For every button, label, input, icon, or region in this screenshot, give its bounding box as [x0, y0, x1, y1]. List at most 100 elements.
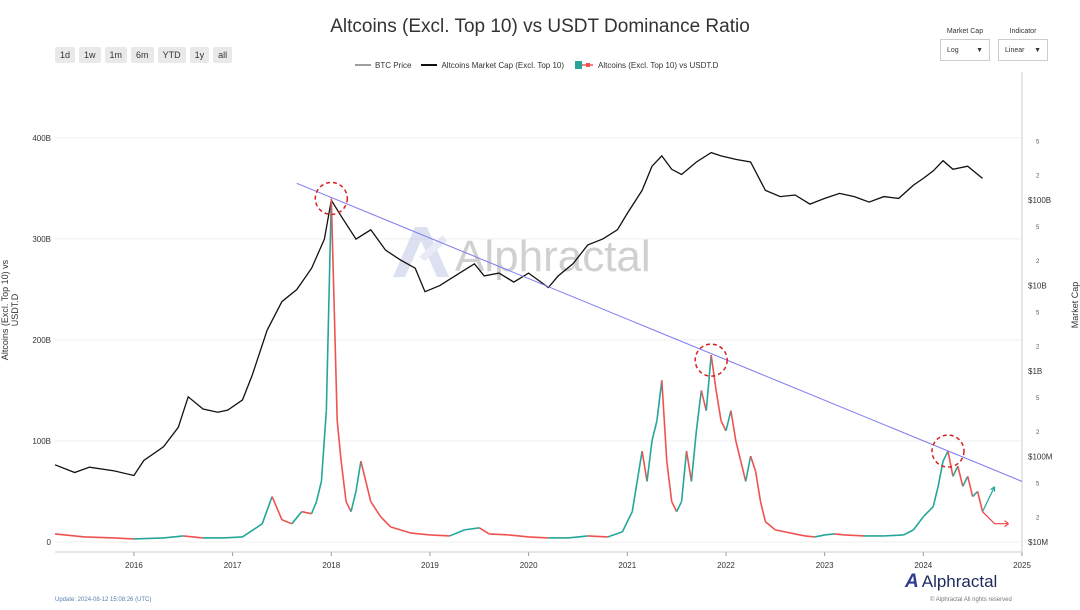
- ratio-segment-down: [670, 501, 678, 513]
- ratio-segment-down: [957, 466, 964, 487]
- ratio-segment-down: [390, 526, 401, 531]
- ratio-segment-down: [183, 535, 204, 539]
- y-left-tick-label: 300B: [32, 235, 51, 244]
- ratio-segment-up: [814, 534, 825, 538]
- ratio-segment-down: [804, 535, 815, 538]
- ratio-segment-up: [725, 410, 732, 432]
- market-cap-control: Market Cap Log ▼: [940, 28, 990, 61]
- ratio-segment-down: [271, 496, 283, 521]
- y-right-minor-tick-label: 5: [1036, 396, 1040, 402]
- ratio-segment-up: [680, 450, 688, 502]
- ratio-segment-up: [922, 506, 934, 518]
- ratio-segment-down: [587, 535, 608, 538]
- y-right-tick-label: $1B: [1028, 367, 1042, 376]
- update-timestamp: Update: 2024-08-12 15:08:26 (UTC): [55, 597, 152, 603]
- ratio-segment-up: [932, 486, 939, 507]
- ratio-segment-up: [320, 410, 328, 482]
- ratio-segment-down: [715, 390, 722, 421]
- range-button-ytd[interactable]: YTD: [157, 47, 186, 63]
- indicator-value: Linear: [1005, 46, 1025, 54]
- ratio-segment-down: [54, 533, 85, 538]
- range-button-6m[interactable]: 6m: [131, 47, 154, 63]
- y-right-minor-tick-label: 2: [1036, 344, 1040, 350]
- ratio-segment-up: [883, 534, 904, 537]
- y-right-minor-tick-label: 2: [1036, 259, 1040, 265]
- ratio-segment-down: [735, 440, 742, 462]
- ratio-segment-down: [641, 450, 648, 482]
- ratio-segment-up: [937, 461, 944, 487]
- ratio-segment-down: [330, 198, 336, 310]
- legend-item-altcoins-vs-usdt[interactable]: Altcoins (Excl. Top 10) vs USDT.D: [574, 60, 718, 70]
- legend-item-btc-price[interactable]: BTC Price: [355, 61, 411, 70]
- ratio-segment-up: [350, 491, 357, 512]
- range-button-all[interactable]: all: [213, 47, 233, 63]
- y-axis-left-label: Altcoins (Excl. Top 10) vs USDT.D: [0, 259, 20, 361]
- y-left-tick-label: 0: [47, 538, 52, 547]
- ratio-segment-down: [685, 450, 693, 482]
- ratio-segment-up: [222, 536, 243, 539]
- ratio-segment-up: [636, 450, 643, 482]
- ratio-segment-down: [360, 460, 367, 482]
- ratio-segment-up: [912, 516, 924, 531]
- ratio-segment-down: [281, 519, 293, 525]
- x-tick-label: 2017: [224, 561, 242, 570]
- ratio-segment-down: [775, 529, 786, 533]
- x-tick-label: 2021: [618, 561, 636, 570]
- indicator-select[interactable]: Linear ▼: [998, 39, 1048, 61]
- ratio-segment-up: [242, 523, 263, 538]
- ratio-segment-down: [429, 534, 450, 537]
- ratio-segment-up: [690, 430, 698, 482]
- ratio-segment-down: [665, 461, 673, 502]
- ratio-segment-up: [291, 511, 303, 525]
- ratio-segment-down: [947, 450, 954, 477]
- range-selector: 1d 1w 1m 6m YTD 1y all: [55, 47, 233, 63]
- line-swatch-icon: [355, 64, 371, 66]
- ratio-segment-down: [410, 532, 421, 535]
- brand-footer: A Alphractal: [905, 571, 997, 593]
- range-button-1m[interactable]: 1m: [104, 47, 128, 63]
- y-axis-right-ticks: $10M $100M $1B $10B $100B 2 5 2 5 2 5 2 5 2 5: [1028, 139, 1053, 547]
- ratio-segment-down: [420, 533, 431, 536]
- legend-label: Altcoins (Excl. Top 10) vs USDT.D: [598, 60, 719, 70]
- peak-highlight-circle: [931, 434, 965, 468]
- market-cap-select[interactable]: Log ▼: [940, 39, 990, 61]
- copyright-text: © Alphractal All rights reserved: [930, 597, 1012, 603]
- alphractal-logo-icon: A: [905, 571, 919, 592]
- x-axis-ticks: 2016 2017 2018 2019 2020 2021 2022 2023 2024 2025: [125, 552, 1031, 570]
- watermark-logo-icon: [393, 227, 449, 277]
- ratio-segment-up: [962, 475, 969, 487]
- peak-highlight-circle: [314, 181, 349, 216]
- x-tick-label: 2023: [816, 561, 834, 570]
- series-layer: [54, 151, 984, 540]
- legend-label: Altcoins Market Cap (Excl. Top 10): [441, 60, 565, 70]
- y-right-minor-tick-label: 2: [1036, 430, 1040, 436]
- ratio-segment-up: [568, 535, 588, 539]
- x-tick-label: 2019: [421, 561, 439, 570]
- arrow-down-icon: [982, 511, 1009, 525]
- ratio-segment-down: [700, 390, 708, 411]
- x-tick-label: 2016: [125, 561, 143, 570]
- ratio-segment-up: [824, 533, 835, 536]
- ratio-segment-up: [656, 380, 663, 421]
- ratio-segment-down: [528, 536, 549, 539]
- legend-item-altcoins-market-cap[interactable]: Altcoins Market Cap (Excl. Top 10): [421, 61, 564, 70]
- dropdown-arrow-icon: ▼: [1034, 46, 1041, 54]
- y-right-minor-tick-label: 5: [1036, 310, 1040, 316]
- range-button-1w[interactable]: 1w: [79, 47, 101, 63]
- ratio-segment-down: [834, 533, 845, 536]
- annotations-layer: [296, 181, 1023, 528]
- arrow-down-head-icon: [1004, 520, 1009, 528]
- ratio-segment-up: [631, 481, 638, 512]
- ratio-segment-down: [966, 476, 974, 497]
- range-button-1y[interactable]: 1y: [189, 47, 210, 63]
- y-left-tick-label: 400B: [32, 134, 51, 143]
- line-swatch-icon: [421, 64, 438, 66]
- x-tick-label: 2018: [322, 561, 340, 570]
- y-right-minor-tick-label: 2: [1036, 173, 1040, 179]
- candlestick-swatch-icon: [575, 61, 594, 69]
- ratio-segment-up: [133, 537, 164, 540]
- brand-name: Alphractal: [921, 572, 998, 591]
- range-button-1d[interactable]: 1d: [55, 47, 76, 63]
- y-right-tick-label: $10B: [1028, 282, 1047, 291]
